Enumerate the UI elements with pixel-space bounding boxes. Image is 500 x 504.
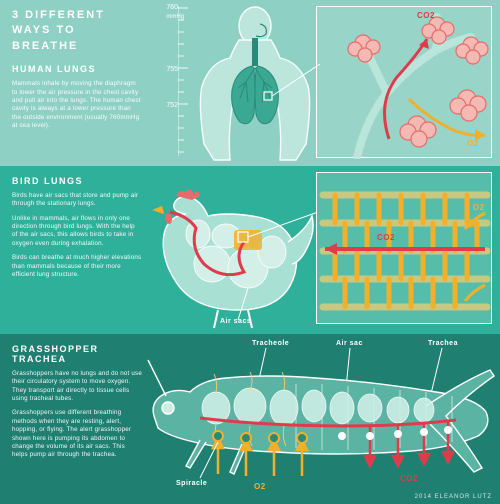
bird-o2-label: O2 (473, 203, 485, 212)
ruler-752: 752 (160, 102, 178, 109)
human-body: Mammals inhale by moving the diaphragm t… (12, 80, 142, 130)
alveoli-inset: CO2 O2 (316, 6, 492, 158)
spiracle-label: Spiracle (176, 480, 207, 487)
human-heading: HUMAN LUNGS (12, 64, 142, 74)
ruler-755: 755 (160, 66, 178, 73)
co2-label: CO2 (417, 11, 435, 20)
g-o2-label: O2 (254, 482, 266, 491)
bird-figure (148, 172, 318, 332)
bird-body1: Birds have air sacs that store and pump … (12, 192, 142, 209)
air-sacs-label: Air sacs (220, 318, 251, 325)
bird-body2: Unlike in mammals, air flows in only one… (12, 215, 142, 248)
grasshopper-body1: Grasshoppers have no lungs and do not us… (12, 370, 142, 403)
panel-bird: BIRD LUNGS Birds have air sacs that stor… (0, 166, 500, 334)
ruler-max: 760 (160, 4, 178, 11)
grasshopper-figure (146, 346, 498, 496)
panel-human: 3 DIFFERENT WAYS TO BREATHE HUMAN LUNGS … (0, 0, 500, 166)
bird-body3: Birds can breathe at much higher elevati… (12, 254, 142, 279)
o2-label: O2 (467, 139, 479, 148)
bird-co2-label: CO2 (377, 233, 395, 242)
human-figure (190, 4, 320, 164)
credit: 2014 ELEANOR LUTZ (415, 494, 492, 500)
panel-grasshopper: GRASSHOPPER TRACHEA Grasshoppers have no… (0, 334, 500, 504)
main-title: 3 DIFFERENT WAYS TO BREATHE (12, 8, 142, 54)
parabronchi-inset: CO2 O2 (316, 172, 492, 324)
g-co2-label: CO2 (400, 474, 418, 483)
grasshopper-heading: GRASSHOPPER TRACHEA (12, 344, 142, 364)
bird-heading: BIRD LUNGS (12, 176, 142, 186)
grasshopper-body2: Grasshoppers use different breathing met… (12, 409, 142, 459)
